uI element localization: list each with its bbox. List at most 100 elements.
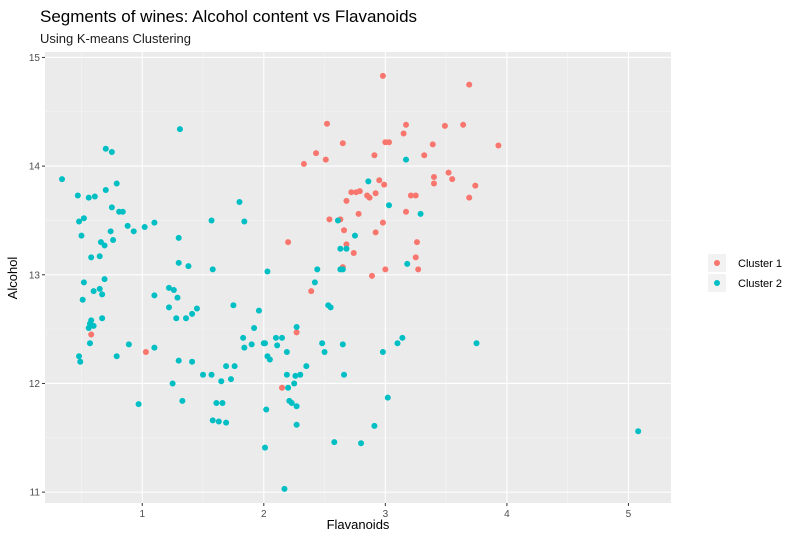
data-point xyxy=(327,304,334,311)
legend-label: Cluster 2 xyxy=(738,278,782,290)
data-point xyxy=(230,302,237,309)
data-point xyxy=(381,181,388,188)
data-point xyxy=(376,177,383,184)
data-point xyxy=(372,190,379,197)
data-point xyxy=(331,439,338,446)
data-point xyxy=(403,208,410,215)
data-point xyxy=(170,286,177,293)
data-point xyxy=(285,384,292,391)
data-point xyxy=(635,428,642,435)
data-point xyxy=(311,279,318,286)
data-point xyxy=(113,180,120,187)
data-point xyxy=(429,141,436,148)
data-point xyxy=(399,334,406,341)
data-point xyxy=(293,421,300,428)
data-point xyxy=(358,440,365,447)
data-point xyxy=(96,285,103,292)
data-point xyxy=(334,217,341,224)
data-point xyxy=(151,219,158,226)
data-point xyxy=(169,380,176,387)
data-point xyxy=(130,228,137,235)
data-point xyxy=(79,296,86,303)
data-point xyxy=(97,239,104,246)
data-point xyxy=(321,348,328,355)
data-point xyxy=(119,208,126,215)
chart-subtitle: Using K-means Clustering xyxy=(40,31,191,46)
data-point xyxy=(125,341,132,348)
data-point xyxy=(430,180,437,187)
data-point xyxy=(466,81,473,88)
data-point xyxy=(449,176,456,183)
legend-key xyxy=(714,260,720,266)
data-point xyxy=(384,394,391,401)
data-point xyxy=(219,400,226,407)
data-point xyxy=(193,305,200,312)
data-point xyxy=(417,210,424,217)
data-point xyxy=(179,397,186,404)
data-point xyxy=(113,353,120,360)
data-point xyxy=(472,182,479,189)
data-point xyxy=(365,178,372,185)
data-point xyxy=(151,344,158,351)
data-point xyxy=(400,130,407,137)
data-point xyxy=(175,259,182,266)
data-point xyxy=(324,120,331,127)
data-point xyxy=(213,400,220,407)
data-point xyxy=(412,192,419,199)
data-point xyxy=(108,204,115,211)
data-point xyxy=(403,121,410,128)
data-point xyxy=(415,266,422,273)
data-point xyxy=(339,341,346,348)
data-point xyxy=(495,142,502,149)
data-point xyxy=(382,266,389,273)
data-point xyxy=(303,363,310,370)
data-point xyxy=(175,234,182,241)
data-point xyxy=(240,334,247,341)
data-point xyxy=(279,384,286,391)
data-point xyxy=(208,371,215,378)
data-point xyxy=(189,310,196,317)
x-tick-label: 5 xyxy=(626,509,632,520)
data-point xyxy=(107,228,114,235)
data-point xyxy=(274,342,281,349)
data-points xyxy=(59,72,642,492)
data-point xyxy=(341,227,348,234)
data-point xyxy=(263,406,270,413)
data-point xyxy=(293,323,300,330)
data-point xyxy=(326,216,333,223)
data-point xyxy=(350,250,357,257)
legend-key xyxy=(714,280,720,286)
data-point xyxy=(441,122,448,129)
data-point xyxy=(231,363,238,370)
data-point xyxy=(255,307,262,314)
data-point xyxy=(102,187,109,194)
data-point xyxy=(241,344,248,351)
data-point xyxy=(343,241,350,248)
data-point xyxy=(371,152,378,159)
data-point xyxy=(76,218,83,225)
x-tick-label: 4 xyxy=(504,509,510,520)
data-point xyxy=(292,372,299,379)
data-point xyxy=(175,357,182,364)
data-point xyxy=(174,294,181,301)
data-point xyxy=(183,315,190,322)
data-point xyxy=(314,266,321,273)
data-point xyxy=(379,348,386,355)
data-point xyxy=(76,353,83,360)
y-tick-label: 14 xyxy=(29,162,41,173)
data-point xyxy=(421,152,428,159)
data-point xyxy=(85,194,92,201)
data-point xyxy=(88,331,95,338)
data-point xyxy=(176,126,183,133)
data-point xyxy=(339,140,346,147)
data-point xyxy=(124,222,131,229)
data-point xyxy=(108,148,115,155)
data-point xyxy=(404,260,411,267)
data-point xyxy=(341,371,348,378)
data-point xyxy=(260,340,267,347)
data-point xyxy=(110,237,117,244)
data-point xyxy=(413,239,420,246)
data-point xyxy=(356,188,363,195)
data-point xyxy=(372,229,379,236)
